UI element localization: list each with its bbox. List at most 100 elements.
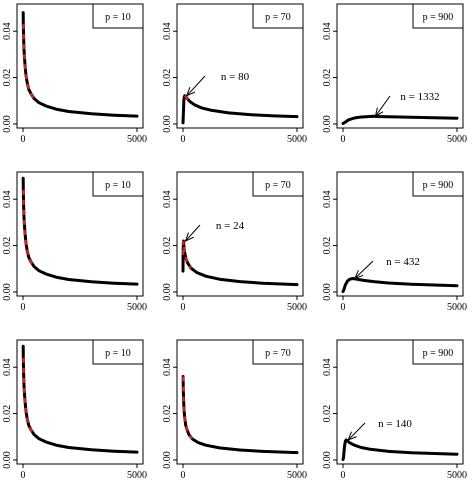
x-tick-label: 0: [341, 134, 346, 145]
x-tick-label: 0: [21, 470, 26, 481]
legend-label: p = 900: [423, 180, 454, 191]
y-tick-label: 0.02: [2, 405, 13, 423]
y-tick-label: 0.04: [162, 358, 173, 376]
plot-frame: [16, 3, 144, 129]
y-tick-label: 0.04: [162, 22, 173, 40]
x-tick-label: 5000: [127, 470, 147, 481]
legend-box: [92, 3, 144, 29]
legend-label: p = 10: [105, 348, 131, 359]
panel-3: 0.00 0.02 0.04 0 5000 p = 900 n = 1332: [322, 3, 467, 145]
x-tick-label: 0: [181, 134, 186, 145]
dashed-series-line: [183, 94, 191, 103]
panel-4: 0.00 0.02 0.04 0 5000 p = 10: [2, 171, 147, 313]
y-tick-label: 0.00: [2, 115, 13, 133]
x-tick-label: 5000: [447, 134, 467, 145]
y-tick-label: 0.00: [322, 283, 333, 301]
y-tick-label: 0.00: [322, 451, 333, 469]
series-line: [341, 114, 459, 125]
y-tick-label: 0.00: [162, 451, 173, 469]
annotation-label: n = 1332: [400, 91, 439, 103]
annotation-label: n = 432: [386, 256, 420, 268]
plot-frame: [176, 171, 304, 297]
panel-8: 0.00 0.02 0.04 0 5000 p = 70: [162, 339, 307, 481]
legend-box: [252, 3, 304, 29]
annotation-arrow: [354, 260, 374, 279]
x-tick-label: 5000: [447, 470, 467, 481]
x-tick-label: 5000: [287, 302, 307, 313]
y-tick-label: 0.04: [2, 358, 13, 376]
y-tick-label: 0.00: [2, 451, 13, 469]
x-tick-label: 0: [181, 470, 186, 481]
y-tick-label: 0.02: [162, 237, 173, 255]
annotation-arrow: [186, 75, 206, 97]
x-tick-label: 5000: [447, 302, 467, 313]
legend-label: p = 900: [423, 12, 454, 23]
series-line: [341, 277, 459, 293]
y-tick-label: 0.02: [162, 69, 173, 87]
x-tick-label: 5000: [127, 134, 147, 145]
y-tick-label: 0.04: [2, 22, 13, 40]
x-tick-label: 5000: [287, 470, 307, 481]
x-tick-label: 0: [21, 302, 26, 313]
legend-box: [92, 171, 144, 197]
legend-label: p = 70: [265, 12, 291, 23]
legend-label: p = 10: [105, 180, 131, 191]
plot-frame: [16, 339, 144, 465]
x-tick-label: 5000: [287, 134, 307, 145]
dashed-series-line: [22, 357, 36, 436]
legend-label: p = 10: [105, 12, 131, 23]
legend-box: [252, 171, 304, 197]
y-tick-label: 0.04: [322, 22, 333, 40]
legend-box: [412, 339, 464, 365]
annotation-arrow: [347, 422, 366, 441]
y-tick-label: 0.04: [322, 190, 333, 208]
y-tick-label: 0.04: [322, 358, 333, 376]
plot-frame: [336, 339, 464, 465]
annotation-label: n = 140: [378, 418, 412, 430]
series-line: [341, 438, 459, 461]
y-tick-label: 0.04: [162, 190, 173, 208]
y-tick-label: 0.00: [2, 283, 13, 301]
x-tick-label: 0: [341, 470, 346, 481]
y-tick-label: 0.02: [2, 237, 13, 255]
x-tick-label: 0: [181, 302, 186, 313]
y-tick-label: 0.00: [162, 283, 173, 301]
legend-label: p = 70: [265, 180, 291, 191]
x-tick-label: 0: [341, 302, 346, 313]
annotation-label: n = 24: [216, 220, 245, 232]
legend-box: [412, 3, 464, 29]
panel-7: 0.00 0.02 0.04 0 5000 p = 10: [2, 339, 147, 481]
series-line: [181, 375, 299, 455]
legend-box: [412, 171, 464, 197]
y-tick-label: 0.00: [322, 115, 333, 133]
dashed-series-line: [181, 376, 194, 440]
annotation-arrowhead: [353, 270, 364, 280]
y-tick-label: 0.04: [2, 190, 13, 208]
x-tick-label: 0: [21, 134, 26, 145]
x-tick-label: 5000: [127, 302, 147, 313]
annotation-arrow: [374, 95, 391, 117]
annotation-arrowhead: [185, 87, 196, 97]
annotation-arrowhead: [374, 107, 384, 118]
legend-label: p = 900: [423, 348, 454, 359]
annotation-arrowhead: [184, 232, 194, 242]
plot-frame: [176, 339, 304, 465]
y-tick-label: 0.02: [322, 237, 333, 255]
y-tick-label: 0.02: [162, 405, 173, 423]
panel-9: 0.00 0.02 0.04 0 5000 p = 900 n = 140: [322, 339, 467, 481]
dashed-series-line: [22, 189, 36, 268]
y-tick-label: 0.00: [162, 115, 173, 133]
series-line: [181, 239, 299, 287]
y-tick-label: 0.02: [2, 69, 13, 87]
panel-5: 0.00 0.02 0.04 0 5000 p = 70 n = 24: [162, 171, 307, 313]
plot-frame: [336, 171, 464, 297]
panel-2: 0.00 0.02 0.04 0 5000 p = 70 n = 80: [162, 3, 307, 145]
legend-label: p = 70: [265, 348, 291, 359]
panel-1: 0.00 0.02 0.04 0 5000 p = 10: [2, 3, 147, 145]
series-line: [181, 94, 299, 125]
y-tick-label: 0.02: [322, 69, 333, 87]
plot-frame: [176, 3, 304, 129]
plot-frame: [16, 171, 144, 297]
panel-6: 0.00 0.02 0.04 0 5000 p = 900 n = 432: [322, 171, 467, 313]
